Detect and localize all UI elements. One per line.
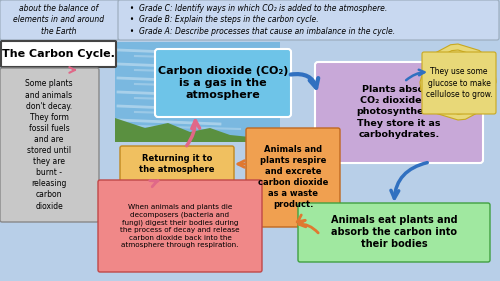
- Text: Animals eat plants and
absorb the carbon into
their bodies: Animals eat plants and absorb the carbon…: [330, 215, 458, 250]
- Text: When animals and plants die
decomposers (bacteria and
fungi) digest their bodies: When animals and plants die decomposers …: [120, 204, 240, 248]
- Polygon shape: [115, 118, 280, 142]
- FancyBboxPatch shape: [98, 180, 262, 272]
- FancyBboxPatch shape: [315, 62, 483, 163]
- FancyBboxPatch shape: [422, 52, 496, 114]
- Text: They use some
glucose to make
cellulose to grow.: They use some glucose to make cellulose …: [426, 67, 492, 99]
- FancyBboxPatch shape: [246, 128, 340, 227]
- FancyBboxPatch shape: [0, 0, 119, 40]
- FancyBboxPatch shape: [155, 49, 291, 117]
- Text: Animals and
plants respire
and excrete
carbon dioxide
as a waste
product.: Animals and plants respire and excrete c…: [258, 145, 328, 209]
- Text: about the balance of
elements in and around
the Earth: about the balance of elements in and aro…: [14, 4, 104, 36]
- FancyBboxPatch shape: [120, 146, 234, 182]
- Polygon shape: [420, 44, 496, 120]
- FancyBboxPatch shape: [118, 0, 499, 40]
- Bar: [115, 140, 280, 142]
- FancyBboxPatch shape: [1, 41, 116, 67]
- FancyBboxPatch shape: [298, 203, 490, 262]
- Bar: [115, 42, 280, 142]
- Text: Returning it to
the atmosphere: Returning it to the atmosphere: [139, 154, 215, 174]
- Text: •  Grade C: Identify ways in which CO₂ is added to the atmosphere.
  •  Grade B:: • Grade C: Identify ways in which CO₂ is…: [125, 4, 395, 36]
- FancyBboxPatch shape: [0, 68, 99, 222]
- Text: Some plants
and animals
don't decay.
They form
fossil fuels
and are
stored until: Some plants and animals don't decay. The…: [25, 80, 73, 210]
- Text: Carbon dioxide (CO₂)
is a gas in the
atmosphere: Carbon dioxide (CO₂) is a gas in the atm…: [158, 65, 288, 100]
- Text: The Carbon Cycle.: The Carbon Cycle.: [2, 49, 114, 59]
- Text: Plants absorb
CO₂ dioxide by
photosynthesis.
They store it as
carbohydrates.: Plants absorb CO₂ dioxide by photosynthe…: [356, 85, 442, 139]
- Polygon shape: [426, 50, 490, 114]
